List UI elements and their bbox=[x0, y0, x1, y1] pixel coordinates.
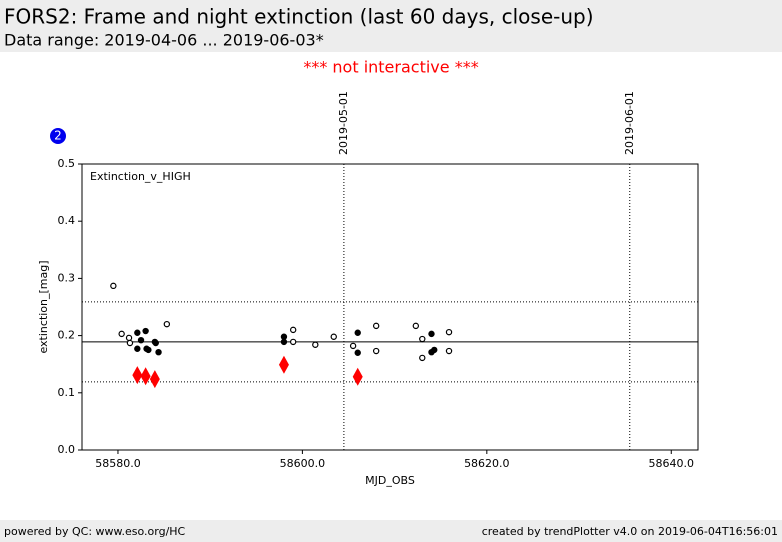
filled-point bbox=[145, 346, 152, 354]
y-tick-label: 0.1 bbox=[58, 386, 76, 399]
open-point bbox=[372, 347, 380, 355]
filled-point bbox=[155, 348, 162, 356]
filled-point bbox=[134, 329, 141, 336]
x-tick-label: 58620.0 bbox=[464, 457, 510, 470]
badge-circle bbox=[50, 128, 66, 144]
open-point bbox=[289, 338, 297, 346]
open-point bbox=[419, 354, 426, 362]
x-tick-label: 58580.0 bbox=[95, 457, 141, 470]
diamond-point bbox=[140, 367, 151, 386]
filled-point bbox=[152, 339, 159, 347]
footer-right: created by trendPlotter v4.0 on 2019-06-… bbox=[482, 525, 778, 538]
date-label: 2019-06-01 bbox=[623, 91, 636, 155]
x-axis-label: MJD_OBS bbox=[365, 474, 415, 487]
open-point bbox=[289, 326, 297, 334]
filled-point bbox=[137, 336, 145, 344]
notice: *** not interactive *** bbox=[303, 58, 478, 77]
open-point bbox=[312, 341, 319, 348]
x-tick-label: 58640.0 bbox=[649, 457, 695, 470]
filled-point bbox=[280, 333, 288, 340]
open-point bbox=[163, 320, 171, 328]
open-point bbox=[419, 335, 426, 343]
open-point bbox=[445, 347, 453, 355]
diamond-point bbox=[132, 366, 143, 385]
y-tick-label: 0.5 bbox=[58, 157, 76, 170]
filled-point bbox=[431, 346, 438, 354]
open-point bbox=[125, 334, 133, 342]
filled-point bbox=[142, 327, 149, 335]
y-tick-label: 0.0 bbox=[58, 443, 76, 456]
open-point bbox=[110, 282, 117, 290]
open-point bbox=[412, 322, 420, 330]
filled-point bbox=[280, 338, 288, 346]
footer-band bbox=[0, 520, 782, 542]
open-point bbox=[372, 322, 380, 330]
plot-frame bbox=[81, 163, 699, 451]
open-point bbox=[445, 328, 453, 336]
filled-point bbox=[354, 349, 361, 356]
y-axis-label: extinction_[mag] bbox=[37, 260, 50, 353]
open-point bbox=[330, 333, 337, 340]
badge: 2 bbox=[54, 129, 62, 143]
diamond-point bbox=[278, 355, 289, 374]
filled-point bbox=[354, 329, 361, 336]
date-label: 2019-05-01 bbox=[337, 91, 350, 155]
y-tick-label: 0.4 bbox=[58, 214, 76, 227]
diamond-point bbox=[149, 370, 160, 389]
open-point bbox=[349, 342, 357, 350]
x-tick-label: 58600.0 bbox=[280, 457, 326, 470]
open-point bbox=[118, 330, 125, 338]
diamond-point bbox=[352, 367, 363, 386]
footer-left: powered by QC: www.eso.org/HC bbox=[4, 525, 186, 538]
annotation: Extinction_v_HIGH bbox=[90, 170, 191, 183]
filled-point bbox=[134, 345, 141, 352]
page-title: FORS2: Frame and night extinction (last … bbox=[4, 5, 594, 29]
y-tick-label: 0.2 bbox=[58, 329, 76, 342]
filled-point bbox=[428, 330, 435, 338]
page-subtitle: Data range: 2019-04-06 ... 2019-06-03* bbox=[4, 31, 324, 50]
open-point bbox=[126, 339, 134, 347]
header-band bbox=[0, 0, 782, 52]
y-tick-label: 0.3 bbox=[58, 271, 76, 284]
